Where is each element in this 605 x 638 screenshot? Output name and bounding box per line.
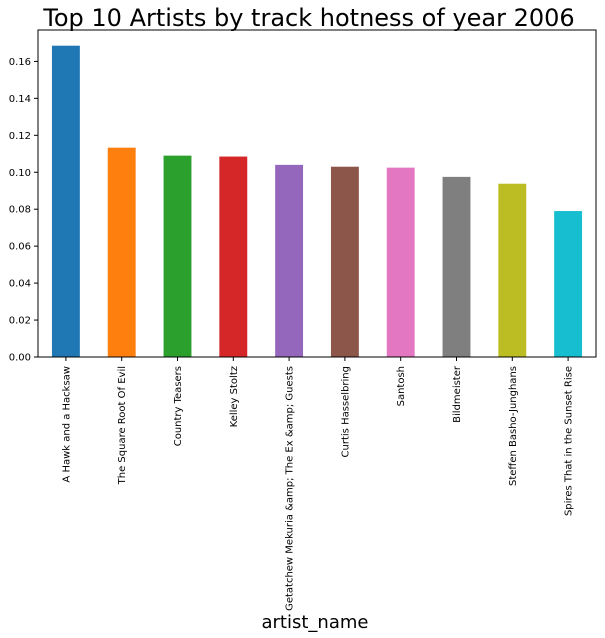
bars-group — [51, 45, 583, 357]
x-tick-label: Santosh — [396, 366, 407, 406]
x-axis-title: artist_name — [262, 612, 369, 633]
x-tick-label: Getatchew Mekuria &amp; The Ex &amp; Gue… — [285, 366, 296, 611]
y-tick-label: 0.08 — [9, 205, 31, 216]
chart-title: Top 10 Artists by track hotness of year … — [42, 4, 574, 32]
bar-1 — [107, 147, 136, 357]
bar-4 — [275, 164, 304, 357]
x-tick-label: Spires That in the Sunset Rise — [564, 366, 575, 516]
y-tick-label: 0.06 — [9, 242, 31, 253]
x-tick-label: The Square Root Of Evil — [117, 366, 128, 485]
x-tick-label: Country Teasers — [173, 366, 184, 446]
plot-frame — [37, 29, 597, 358]
y-tick-label: 0.12 — [9, 131, 31, 142]
y-tick-label: 0.10 — [9, 168, 31, 179]
bar-8 — [498, 183, 527, 357]
y-tick-label: 0.04 — [9, 279, 31, 290]
x-tick-label: Steffen Basho-Junghans — [508, 366, 519, 486]
x-tick-label: Kelley Stoltz — [229, 366, 240, 427]
y-tick-label: 0.16 — [9, 57, 31, 68]
y-axis: 0.00 0.02 0.04 0.06 0.08 0.10 0.12 0.14 0.16 — [9, 57, 38, 364]
bar-0 — [51, 45, 80, 357]
y-tick-label: 0.14 — [9, 94, 31, 105]
bar-5 — [330, 166, 359, 357]
bar-6 — [386, 167, 415, 357]
y-tick-label: 0.00 — [9, 353, 31, 364]
bar-3 — [219, 156, 248, 357]
bar-9 — [554, 211, 583, 357]
x-axis: A Hawk and a Hacksaw The Square Root Of E… — [61, 357, 575, 611]
x-tick-label: A Hawk and a Hacksaw — [61, 366, 72, 483]
bar-2 — [163, 155, 192, 357]
bar-7 — [442, 176, 471, 357]
x-tick-label: Curtis Hasselbring — [340, 366, 351, 457]
x-tick-label: Bildmeister — [452, 365, 463, 423]
y-tick-label: 0.02 — [9, 316, 31, 327]
